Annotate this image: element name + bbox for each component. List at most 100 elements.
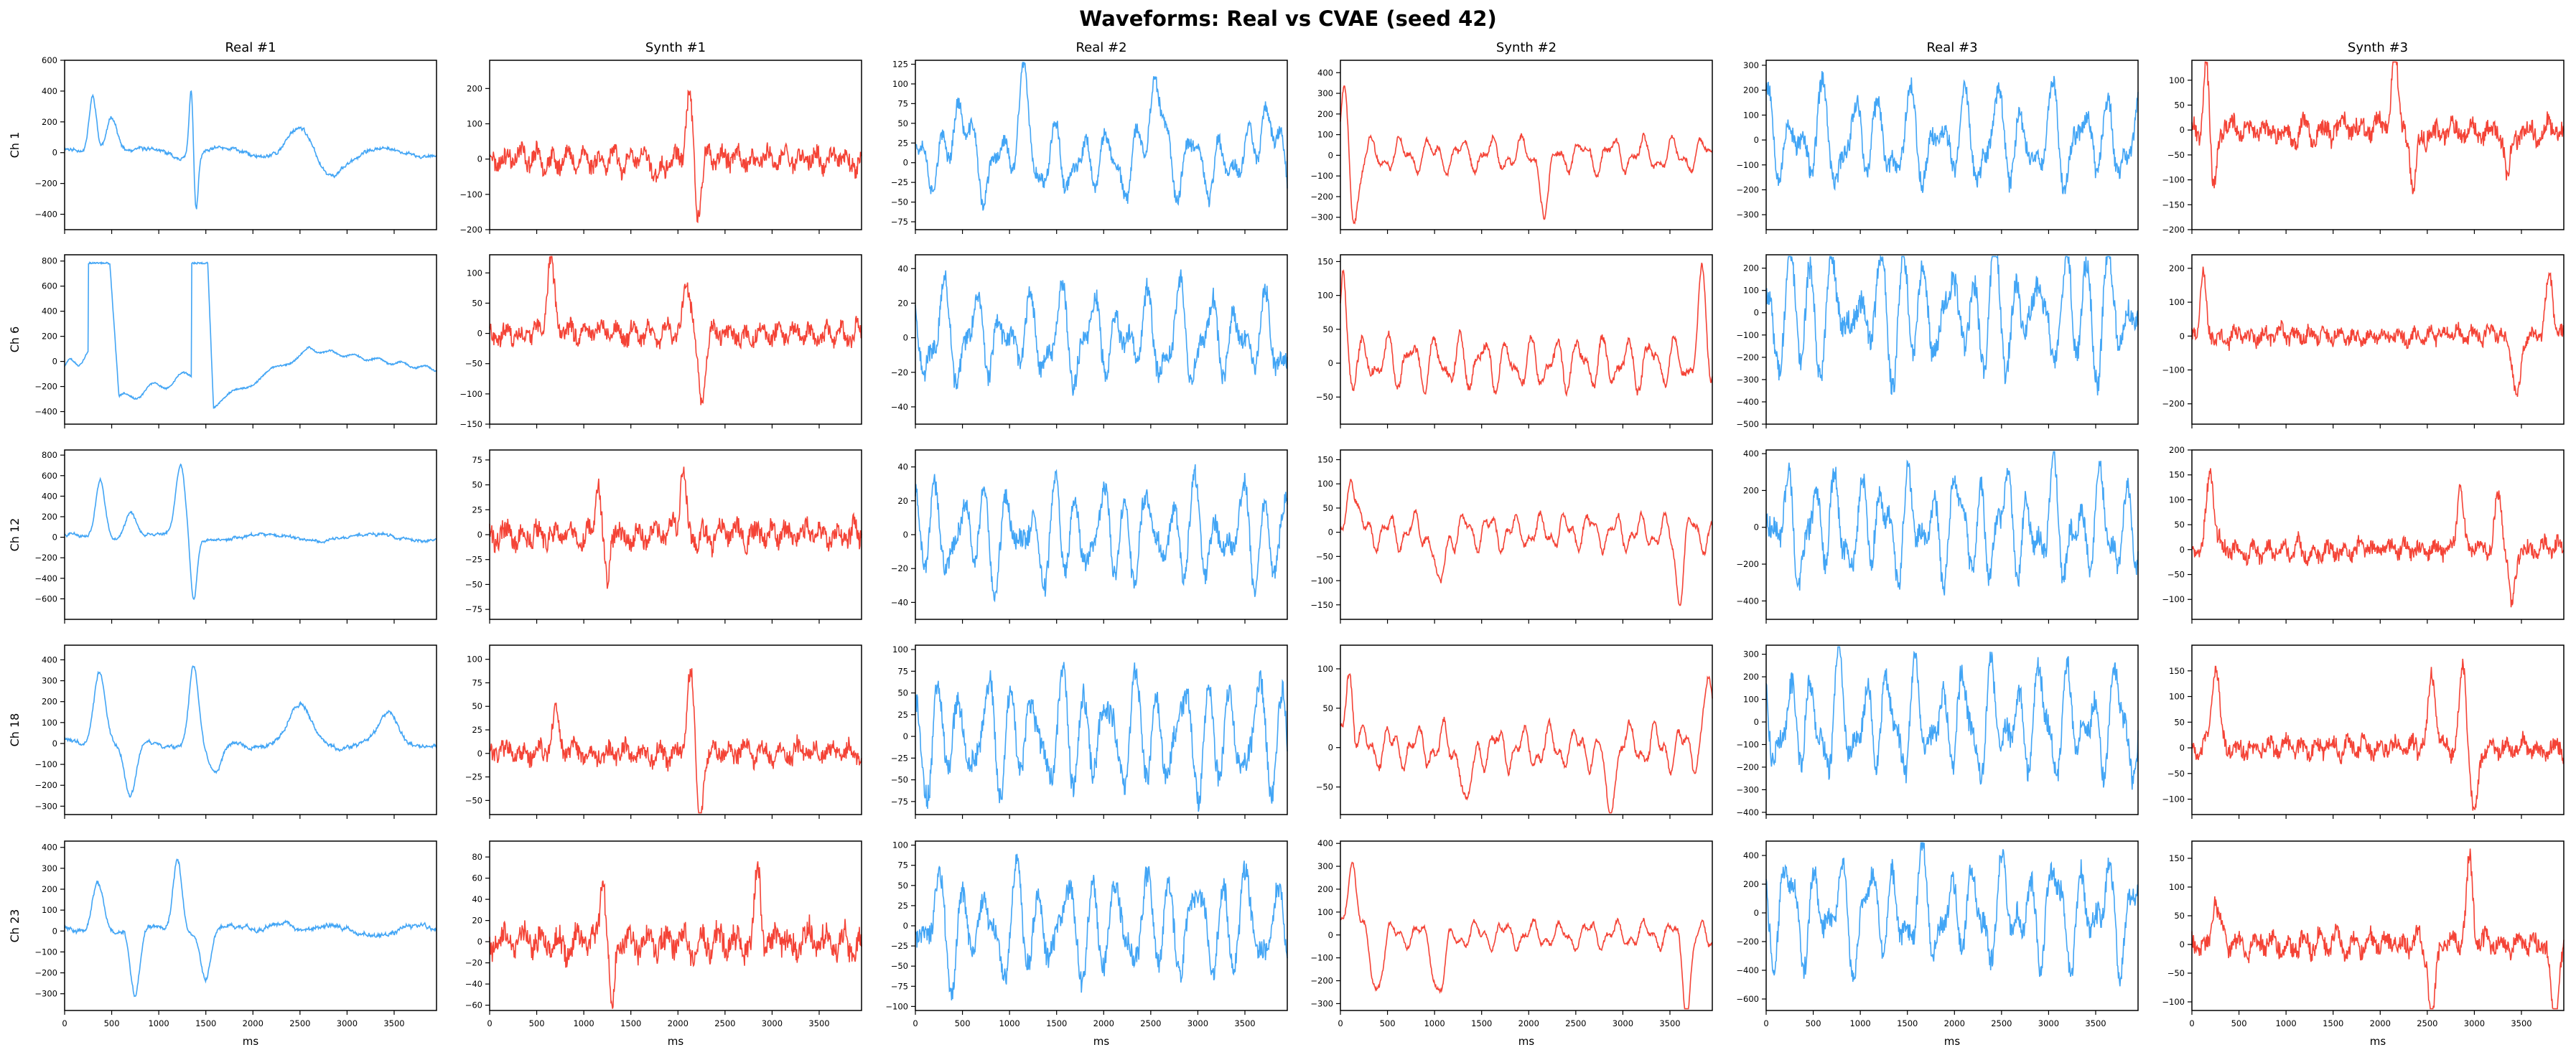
y-tick-label: 0 <box>52 357 57 367</box>
column-title: Real #2 <box>1075 40 1126 55</box>
axes-frame <box>915 254 1288 425</box>
y-tick-label: 400 <box>1743 449 1759 459</box>
axes-frame <box>64 254 437 425</box>
axes-frame <box>1340 449 1713 620</box>
y-tick-label: −400 <box>34 210 57 220</box>
y-tick-label: −75 <box>891 981 908 991</box>
subplot-1-5: −300 −200 −100 0 100 200 300 Real #3 <box>1736 40 2139 234</box>
x-tick-label: 1500 <box>1471 1018 1492 1028</box>
x-tick-label: 2000 <box>1518 1018 1539 1028</box>
y-tick-label: 200 <box>1743 672 1759 682</box>
row-label: Ch 12 <box>8 518 22 552</box>
y-tick-label: 20 <box>472 916 482 926</box>
axes-frame <box>1765 60 2139 230</box>
row-label: Ch 1 <box>8 132 22 159</box>
x-tick-label: 2500 <box>714 1018 735 1028</box>
axes-frame <box>1765 449 2139 620</box>
x-tick-label: 500 <box>104 1018 120 1028</box>
subplot-3-1: −600 −400 −200 0 200 400 600 800 Ch 12 <box>8 449 437 624</box>
waveform-line <box>489 466 862 589</box>
y-tick-label: −100 <box>1736 160 1759 170</box>
waveform-line <box>2191 658 2565 811</box>
column-title: Real #3 <box>1926 40 1977 55</box>
waveform-line <box>489 668 862 814</box>
x-tick-label: 0 <box>1338 1018 1343 1028</box>
y-tick-label: −100 <box>2162 175 2185 185</box>
y-tick-label: 50 <box>1322 503 1333 513</box>
waveform-line <box>1765 646 2139 790</box>
y-tick-label: −50 <box>465 795 482 805</box>
axes-frame <box>2191 254 2565 425</box>
y-tick-label: −25 <box>891 753 908 763</box>
waveform-line <box>2191 266 2565 397</box>
subplot-5-5: −600 −400 −200 0 200 400 0 500 1000 1500 2000 2500 3… <box>1736 840 2139 1048</box>
y-tick-label: 0 <box>2180 331 2185 341</box>
x-tick-label: 500 <box>2231 1018 2247 1028</box>
y-tick-label: 600 <box>42 55 57 65</box>
y-tick-label: −200 <box>1736 762 1759 772</box>
axes-frame <box>2191 60 2565 230</box>
waveform-line <box>2191 61 2565 194</box>
y-tick-label: −50 <box>891 961 908 971</box>
y-tick-label: −200 <box>1736 184 1759 194</box>
waveform-line <box>64 90 437 210</box>
x-tick-label: 1500 <box>2323 1018 2343 1028</box>
waveform-line <box>1340 673 1713 814</box>
y-tick-label: 0 <box>477 154 482 164</box>
y-tick-label: −500 <box>1736 419 1759 429</box>
y-tick-label: 0 <box>1328 930 1333 940</box>
y-tick-label: −100 <box>1736 739 1759 749</box>
y-tick-label: −75 <box>891 217 908 227</box>
subplot-3-2: −75 −50 −25 0 25 50 75 <box>465 449 862 624</box>
y-tick-label: 50 <box>472 480 482 490</box>
y-tick-label: 100 <box>2169 494 2185 505</box>
y-tick-label: 20 <box>897 496 908 506</box>
y-tick-label: 300 <box>1743 649 1759 660</box>
y-tick-label: 0 <box>2180 939 2185 949</box>
y-tick-label: 75 <box>897 666 908 676</box>
y-tick-label: −300 <box>34 989 57 999</box>
subplot-3-4: −150 −100 −50 0 50 100 150 <box>1310 449 1713 624</box>
column-title: Synth #3 <box>2348 40 2408 55</box>
y-tick-label: 0 <box>1754 308 1759 318</box>
y-tick-label: −400 <box>34 407 57 417</box>
y-tick-label: 50 <box>2174 100 2185 110</box>
x-tick-label: 0 <box>62 1018 67 1028</box>
waveform-line <box>64 261 437 409</box>
y-tick-label: −50 <box>2167 150 2185 160</box>
y-tick-label: −25 <box>891 941 908 951</box>
x-tick-label: 500 <box>1380 1018 1396 1028</box>
y-tick-label: −75 <box>465 604 482 614</box>
y-tick-label: 100 <box>892 840 908 850</box>
y-tick-label: 200 <box>1743 879 1759 889</box>
x-tick-label: 1500 <box>1046 1018 1067 1028</box>
subplot-4-4: −50 0 50 100 <box>1316 644 1713 819</box>
subplot-1-4: −300 −200 −100 0 100 200 300 400 Synth #2 <box>1310 40 1713 234</box>
x-tick-label: 2000 <box>668 1018 689 1028</box>
y-tick-label: 200 <box>1743 485 1759 495</box>
axes-frame <box>64 449 437 620</box>
y-tick-label: 150 <box>2169 853 2185 863</box>
y-tick-label: −100 <box>2162 365 2185 375</box>
y-tick-label: 0 <box>903 158 908 168</box>
axes-frame <box>64 840 437 1011</box>
column-title: Synth #2 <box>1496 40 1557 55</box>
y-tick-label: 200 <box>42 884 57 894</box>
x-tick-label: 2500 <box>2417 1018 2437 1028</box>
y-tick-label: −100 <box>885 1001 908 1011</box>
y-tick-label: 0 <box>1328 527 1333 538</box>
y-tick-label: −50 <box>891 775 908 785</box>
x-tick-label: 3000 <box>2464 1018 2485 1028</box>
y-tick-label: 100 <box>1743 286 1759 296</box>
y-tick-label: −150 <box>1310 600 1333 610</box>
row-label: Ch 6 <box>8 327 22 353</box>
y-tick-label: 50 <box>897 118 908 128</box>
y-tick-label: 400 <box>1743 850 1759 860</box>
y-tick-label: −200 <box>1736 559 1759 569</box>
y-tick-label: −600 <box>34 594 57 604</box>
x-tick-label: 2000 <box>243 1018 263 1028</box>
x-tick-label: 2000 <box>2370 1018 2391 1028</box>
subplot-4-5: −400 −300 −200 −100 0 100 200 300 <box>1736 644 2139 819</box>
waveform-line <box>915 662 1288 812</box>
